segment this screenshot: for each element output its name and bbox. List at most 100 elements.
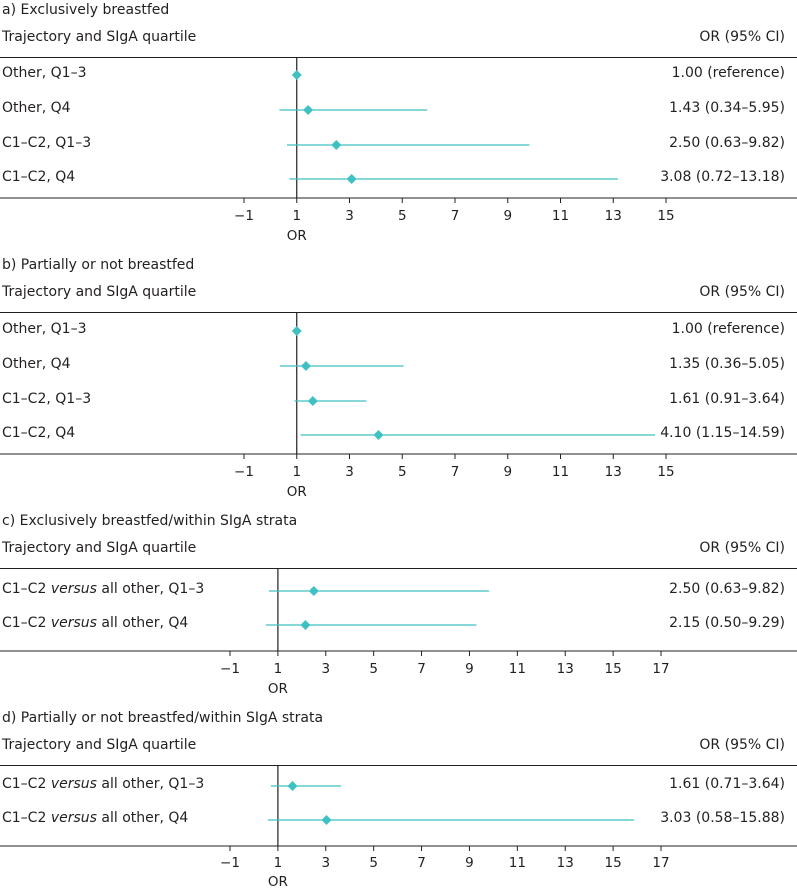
x-tick-label: 11: [508, 855, 526, 871]
panel-title: c) Exclusively breastfed/within SIgA str…: [2, 513, 298, 529]
x-tick-label: 13: [604, 464, 622, 480]
x-tick-label: 13: [604, 208, 622, 224]
row-label-text: Other, Q4: [2, 356, 71, 372]
row-or-value: 2.15 (0.50–9.29): [669, 615, 785, 631]
column-header-label: Trajectory and SIgA quartile: [2, 737, 197, 753]
x-tick-label: 5: [397, 464, 407, 480]
header-rule: [0, 568, 797, 569]
x-tick-label: 9: [503, 464, 513, 480]
row-label: C1–C2, Q4: [2, 169, 75, 185]
header-rule: [0, 57, 797, 58]
x-tick-label: 3: [321, 855, 331, 871]
x-tick-label: 5: [397, 208, 407, 224]
row-label: C1–C2 versus all other, Q1–3: [2, 776, 204, 792]
row-label-text: C1–C2: [2, 581, 51, 597]
row-label-italic: versus: [50, 776, 97, 792]
row-or-value: 1.00 (reference): [671, 65, 785, 81]
row-or-value: 1.00 (reference): [671, 321, 785, 337]
column-header-or: OR (95% CI): [699, 540, 785, 556]
x-tick-label: 17: [652, 855, 670, 871]
row-or-value: 3.08 (0.72–13.18): [660, 169, 785, 185]
x-tick-label: 11: [551, 464, 570, 480]
or-marker: [300, 361, 311, 371]
row-label: C1–C2, Q1–3: [2, 391, 91, 407]
x-tick-label: 13: [556, 661, 574, 677]
row-label-suffix: all other, Q1–3: [96, 776, 205, 792]
column-header-or: OR (95% CI): [699, 29, 785, 45]
x-tick-label: 9: [503, 208, 513, 224]
or-marker: [321, 815, 332, 825]
x-tick-label: 15: [604, 661, 622, 677]
row-label-italic: versus: [50, 810, 97, 826]
or-marker: [300, 620, 311, 630]
x-tick-label: 5: [369, 855, 378, 871]
or-marker: [307, 396, 318, 406]
row-label-text: C1–C2: [2, 810, 51, 826]
header-rule: [0, 765, 797, 766]
row-label-text: C1–C2, Q1–3: [2, 391, 92, 407]
row-label-italic: versus: [50, 615, 97, 631]
row-label-text: Other, Q4: [2, 100, 71, 116]
row-label-text: C1–C2, Q4: [2, 425, 76, 441]
column-header-label: Trajectory and SIgA quartile: [2, 29, 197, 45]
or-marker: [303, 105, 314, 115]
row-label: C1–C2, Q1–3: [2, 135, 91, 151]
row-label: C1–C2 versus all other, Q4: [2, 810, 188, 826]
row-or-value: 2.50 (0.63–9.82): [669, 135, 785, 151]
or-marker: [287, 781, 298, 791]
x-tick-label: −1: [220, 855, 240, 871]
forest-plot-area: [0, 57, 797, 203]
row-label-text: C1–C2: [2, 776, 51, 792]
row-label: C1–C2 versus all other, Q4: [2, 615, 188, 631]
column-header-or: OR (95% CI): [699, 284, 785, 300]
row-label-suffix: all other, Q4: [96, 810, 189, 826]
or-marker: [308, 586, 319, 596]
forest-plot-area: [0, 312, 797, 459]
row-or-value: 1.61 (0.71–3.64): [669, 776, 785, 792]
panel-title: b) Partially or not breastfed: [2, 257, 195, 273]
x-tick-label: −1: [220, 661, 240, 677]
x-tick-label: 1: [292, 464, 302, 480]
or-marker: [291, 326, 302, 336]
x-axis-title: OR: [286, 484, 307, 500]
row-label: Other, Q4: [2, 100, 71, 116]
x-axis-title: OR: [286, 228, 307, 244]
or-marker: [373, 430, 384, 440]
row-label-italic: versus: [50, 581, 97, 597]
panel-title: d) Partially or not breastfed/within SIg…: [2, 710, 324, 726]
x-tick-label: −1: [234, 464, 254, 480]
row-label: Other, Q4: [2, 356, 71, 372]
x-axis-title: OR: [267, 681, 288, 697]
row-label-suffix: all other, Q1–3: [96, 581, 205, 597]
or-marker: [291, 70, 302, 80]
x-tick-label: 1: [273, 661, 283, 677]
row-label: C1–C2, Q4: [2, 425, 75, 441]
x-tick-label: 7: [450, 464, 460, 480]
x-tick-label: 13: [556, 855, 574, 871]
row-label: Other, Q1–3: [2, 321, 87, 337]
x-tick-label: 11: [508, 661, 526, 677]
header-rule: [0, 312, 797, 313]
x-tick-label: 9: [465, 661, 474, 677]
column-header-or: OR (95% CI): [699, 737, 785, 753]
column-header-label: Trajectory and SIgA quartile: [2, 284, 197, 300]
x-tick-label: 11: [551, 208, 570, 224]
row-label-text: C1–C2, Q1–3: [2, 135, 92, 151]
or-marker: [346, 174, 357, 184]
panel-title: a) Exclusively breastfed: [2, 2, 170, 18]
forest-plot-area: [0, 568, 797, 656]
row-or-value: 1.35 (0.36–5.05): [669, 356, 785, 372]
x-tick-label: 1: [292, 208, 302, 224]
row-label-text: C1–C2, Q4: [2, 169, 76, 185]
x-tick-label: 7: [417, 661, 426, 677]
x-tick-label: 9: [465, 855, 474, 871]
x-axis-title: OR: [267, 874, 288, 890]
row-or-value: 4.10 (1.15–14.59): [660, 425, 785, 441]
x-tick-label: 15: [657, 464, 675, 480]
row-or-value: 1.61 (0.91–3.64): [669, 391, 785, 407]
x-tick-label: 17: [652, 661, 670, 677]
x-tick-label: 15: [657, 208, 675, 224]
x-tick-label: 7: [450, 208, 460, 224]
row-label-text: Other, Q1–3: [2, 65, 87, 81]
